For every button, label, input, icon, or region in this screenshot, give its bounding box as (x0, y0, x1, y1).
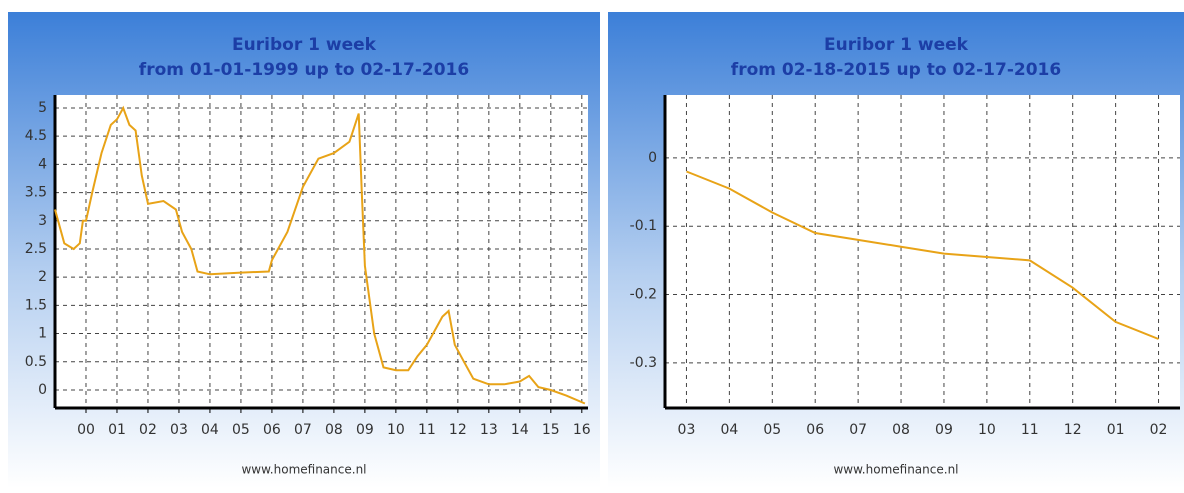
x-tick-label: 01 (108, 422, 126, 438)
x-tick-label: 03 (170, 422, 188, 438)
y-tick-label: 4.5 (25, 128, 47, 144)
chart-title: Euribor 1 week (232, 35, 377, 55)
x-tick-label: 06 (806, 422, 824, 438)
x-tick-label: 11 (1021, 422, 1039, 438)
x-tick-label: 04 (201, 422, 219, 438)
source-note: www.homefinance.nl (833, 463, 958, 477)
x-tick-label: 08 (325, 422, 343, 438)
y-tick-label: 0 (648, 150, 657, 166)
y-tick-label: 1 (38, 326, 47, 342)
y-tick-label: -0.3 (630, 355, 657, 371)
x-tick-label: 03 (678, 422, 696, 438)
x-tick-label: 07 (294, 422, 312, 438)
y-tick-label: 3 (38, 213, 47, 229)
x-tick-label: 14 (511, 422, 529, 438)
y-tick-label: 2 (38, 269, 47, 285)
y-tick-label: -0.1 (630, 218, 657, 234)
source-note: www.homefinance.nl (241, 463, 366, 477)
x-tick-label: 02 (1150, 422, 1168, 438)
y-tick-label: -0.2 (630, 287, 657, 303)
x-tick-label: 04 (720, 422, 738, 438)
x-tick-label: 00 (77, 422, 95, 438)
x-tick-label: 16 (573, 422, 591, 438)
x-tick-label: 09 (935, 422, 953, 438)
plot-area (665, 95, 1180, 408)
y-tick-label: 1.5 (25, 297, 47, 313)
x-tick-label: 10 (387, 422, 405, 438)
x-tick-label: 13 (480, 422, 498, 438)
x-tick-label: 12 (449, 422, 467, 438)
y-tick-label: 0 (38, 382, 47, 398)
x-tick-label: 05 (232, 422, 250, 438)
data-line (54, 105, 586, 405)
chart-subtitle: from 02-18-2015 up to 02-17-2016 (731, 60, 1061, 80)
x-tick-label: 11 (418, 422, 436, 438)
y-tick-label: 2.5 (25, 241, 47, 257)
data-line (686, 170, 1159, 340)
y-tick-label: 3.5 (25, 185, 47, 201)
x-tick-label: 06 (263, 422, 281, 438)
x-tick-label: 08 (892, 422, 910, 438)
plot-area (55, 95, 588, 408)
chart-subtitle: from 01-01-1999 up to 02-17-2016 (139, 60, 469, 80)
x-tick-label: 07 (849, 422, 867, 438)
x-tick-label: 12 (1064, 422, 1082, 438)
chart-title: Euribor 1 week (824, 35, 969, 55)
x-tick-label: 05 (763, 422, 781, 438)
y-tick-label: 0.5 (25, 354, 47, 370)
y-tick-label: 4 (38, 156, 47, 172)
x-tick-label: 15 (542, 422, 560, 438)
x-tick-label: 09 (356, 422, 374, 438)
x-tick-label: 10 (978, 422, 996, 438)
y-tick-label: 5 (38, 100, 47, 116)
x-tick-label: 02 (139, 422, 157, 438)
x-tick-label: 01 (1107, 422, 1125, 438)
